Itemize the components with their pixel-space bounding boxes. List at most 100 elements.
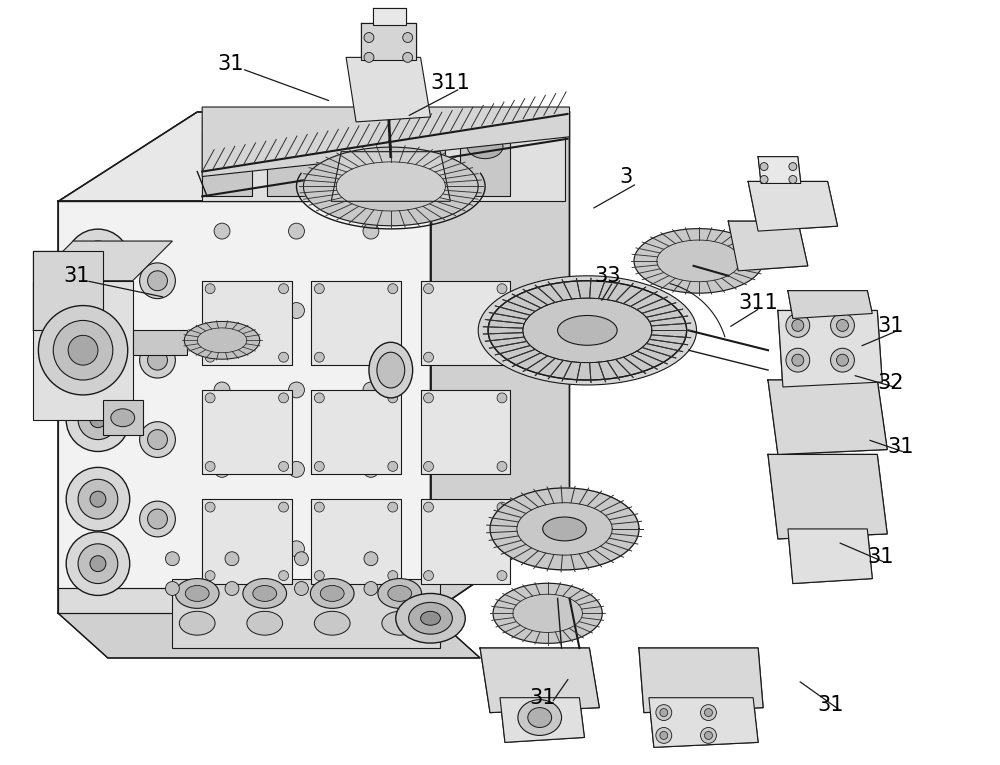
Polygon shape [649, 698, 758, 747]
Polygon shape [58, 588, 431, 614]
Ellipse shape [760, 163, 768, 171]
Ellipse shape [789, 175, 797, 184]
Ellipse shape [225, 552, 239, 565]
Ellipse shape [148, 430, 167, 450]
Ellipse shape [363, 382, 379, 398]
Polygon shape [788, 291, 872, 318]
Ellipse shape [66, 388, 130, 451]
Ellipse shape [279, 352, 289, 362]
Ellipse shape [289, 541, 304, 557]
Polygon shape [184, 321, 260, 360]
Ellipse shape [78, 241, 118, 281]
Ellipse shape [165, 552, 179, 565]
Ellipse shape [205, 284, 215, 294]
Ellipse shape [314, 502, 324, 512]
Polygon shape [488, 281, 687, 380]
Ellipse shape [140, 422, 175, 457]
Ellipse shape [388, 502, 398, 512]
Ellipse shape [364, 581, 378, 595]
Polygon shape [490, 488, 639, 570]
Ellipse shape [225, 581, 239, 595]
Polygon shape [500, 698, 584, 742]
Polygon shape [202, 390, 292, 474]
Ellipse shape [363, 541, 379, 557]
Ellipse shape [90, 555, 106, 571]
Polygon shape [58, 614, 480, 658]
Ellipse shape [66, 230, 130, 293]
Ellipse shape [786, 314, 810, 337]
Ellipse shape [424, 461, 433, 471]
Ellipse shape [179, 611, 215, 635]
Ellipse shape [403, 135, 438, 158]
Ellipse shape [388, 393, 398, 403]
Ellipse shape [701, 728, 716, 744]
Polygon shape [202, 107, 569, 177]
Ellipse shape [789, 163, 797, 171]
Ellipse shape [314, 393, 324, 403]
Text: 31: 31 [217, 54, 244, 73]
Ellipse shape [295, 552, 308, 565]
Text: 31: 31 [877, 315, 904, 336]
Ellipse shape [497, 393, 507, 403]
Ellipse shape [148, 271, 167, 291]
Polygon shape [58, 112, 569, 201]
Ellipse shape [279, 571, 289, 581]
Ellipse shape [424, 284, 433, 294]
Polygon shape [431, 112, 569, 614]
Ellipse shape [497, 502, 507, 512]
Ellipse shape [837, 320, 848, 331]
Polygon shape [58, 201, 431, 614]
Ellipse shape [214, 223, 230, 239]
Ellipse shape [175, 578, 219, 608]
Ellipse shape [660, 708, 668, 717]
Ellipse shape [90, 332, 106, 348]
Text: 3: 3 [619, 168, 632, 187]
Ellipse shape [205, 352, 215, 362]
Ellipse shape [214, 461, 230, 477]
Polygon shape [202, 132, 252, 197]
Polygon shape [639, 648, 763, 712]
Ellipse shape [701, 705, 716, 721]
Ellipse shape [558, 315, 617, 345]
Polygon shape [202, 117, 565, 201]
Ellipse shape [279, 502, 289, 512]
Polygon shape [33, 241, 172, 281]
Ellipse shape [467, 135, 503, 158]
Ellipse shape [205, 502, 215, 512]
Ellipse shape [209, 135, 245, 158]
Polygon shape [768, 380, 887, 454]
Text: 31: 31 [818, 695, 844, 715]
Ellipse shape [705, 731, 712, 740]
Ellipse shape [363, 223, 379, 239]
Ellipse shape [338, 135, 374, 158]
Ellipse shape [837, 354, 848, 366]
Polygon shape [311, 390, 401, 474]
Ellipse shape [66, 532, 130, 595]
Ellipse shape [320, 585, 344, 601]
Polygon shape [311, 499, 401, 584]
Ellipse shape [543, 517, 586, 541]
Ellipse shape [310, 578, 354, 608]
Polygon shape [480, 648, 599, 712]
Ellipse shape [140, 263, 175, 298]
Ellipse shape [279, 393, 289, 403]
Text: 31: 31 [63, 266, 90, 286]
Text: 32: 32 [877, 373, 904, 392]
Ellipse shape [364, 53, 374, 62]
Ellipse shape [314, 284, 324, 294]
Text: 31: 31 [530, 688, 556, 708]
Ellipse shape [78, 544, 118, 584]
Ellipse shape [792, 320, 804, 331]
Ellipse shape [205, 571, 215, 581]
Bar [103, 400, 143, 435]
Ellipse shape [289, 382, 304, 398]
Polygon shape [788, 529, 872, 584]
Polygon shape [311, 281, 401, 365]
Ellipse shape [497, 284, 507, 294]
Polygon shape [202, 499, 292, 584]
Polygon shape [488, 281, 687, 380]
Ellipse shape [424, 393, 433, 403]
Ellipse shape [314, 352, 324, 362]
Ellipse shape [396, 594, 465, 643]
Ellipse shape [148, 509, 167, 529]
